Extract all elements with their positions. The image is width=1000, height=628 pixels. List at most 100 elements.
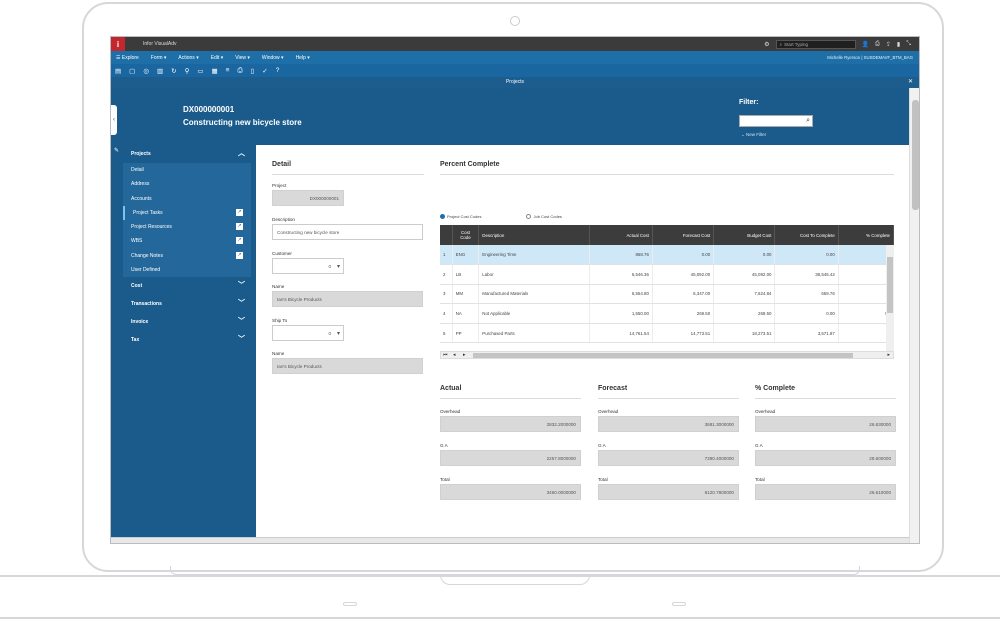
actual-cost-cell[interactable]: 1,550.00 (589, 303, 653, 324)
pct-total-field[interactable]: 26.610000 (755, 484, 896, 500)
forecast-cost-cell[interactable]: 269.50 (652, 303, 715, 324)
cost-to-complete-cell[interactable]: 0.00 (774, 245, 839, 266)
ship-to-select[interactable]: 0 ▾ (272, 325, 344, 341)
forecast-overhead-field[interactable]: 3681.3000000 (598, 416, 739, 432)
actual-cost-cell[interactable]: 14,761.54 (589, 323, 653, 344)
pct-ga-field[interactable]: 28.600000 (755, 450, 896, 466)
radio-project-cost-codes[interactable]: Project Cost Codes (440, 214, 481, 220)
percent-complete-cell[interactable]: 1 (838, 245, 895, 266)
description-cell[interactable]: Manufactured Materials (478, 284, 590, 305)
budget-cost-cell[interactable]: 18,273.51 (713, 323, 776, 344)
sidebar-item-detail[interactable]: Detail (123, 163, 251, 177)
description-field[interactable]: Constructing new bicycle store (272, 224, 423, 240)
menu-edit[interactable]: Edit ▾ (210, 54, 224, 61)
menu-view[interactable]: View ▾ (235, 54, 250, 61)
check-icon[interactable]: ✓ (262, 67, 268, 75)
actual-cost-cell[interactable]: 6,546.36 (589, 264, 653, 285)
filter-input[interactable]: ⌕ (739, 115, 813, 127)
actual-overhead-field[interactable]: 2832.2000000 (440, 416, 581, 432)
actual-cost-cell[interactable]: 868.76 (589, 245, 653, 266)
document-icon[interactable]: ▭ (197, 67, 204, 75)
new-document-icon[interactable]: ▢ (129, 67, 136, 75)
scroll-end-icon[interactable]: ▸ (887, 352, 890, 358)
table-row[interactable]: 1 ENG Engineering Time 868.76 0.00 0.00 … (440, 245, 895, 266)
customer-name-field[interactable]: Ian's Bicycle Products (272, 291, 423, 307)
share-icon[interactable]: ⇪ (885, 41, 891, 48)
collapse-sidebar-icon[interactable]: ‹ (111, 105, 117, 135)
search-icon[interactable]: ⌕ (806, 117, 810, 124)
description-cell[interactable]: Engineering Time (478, 245, 590, 266)
refresh-icon[interactable]: ↻ (171, 67, 177, 75)
copy-icon[interactable]: ▦ (211, 67, 218, 75)
forecast-cost-cell[interactable]: 14,773.51 (652, 323, 715, 344)
actual-cost-cell[interactable]: 6,554.80 (589, 284, 653, 305)
bookmark-icon[interactable]: ▮ (896, 41, 901, 48)
description-cell[interactable]: Not Applicable (478, 303, 590, 324)
cost-to-complete-cell[interactable]: 3,571.97 (774, 323, 839, 344)
scroll-thumb[interactable] (473, 353, 853, 358)
forecast-total-field[interactable]: 8120.7800000 (598, 484, 739, 500)
scroll-thumb[interactable] (912, 100, 919, 210)
external-link-icon[interactable]: ↗ (236, 237, 243, 245)
attach-icon[interactable]: ▯ (250, 67, 255, 75)
pin-icon[interactable]: ✎ (114, 148, 120, 154)
menu-form[interactable]: Form ▾ (150, 54, 167, 61)
forecast-cost-cell[interactable]: 45,092.00 (652, 264, 715, 285)
forecast-ga-field[interactable]: 7390.4000000 (598, 450, 739, 466)
budget-cost-cell[interactable]: 269.50 (713, 303, 776, 324)
cost-to-complete-cell[interactable]: 0.00 (774, 303, 839, 324)
cost-to-complete-cell[interactable]: 38,546.42 (774, 264, 839, 285)
sidebar-item-project-resources[interactable]: Project Resources ↗ (123, 220, 251, 234)
cost-code-cell[interactable]: NA (452, 303, 480, 324)
sidebar-item-accounts[interactable]: Accounts (123, 192, 251, 206)
description-cell[interactable]: Labor (478, 264, 590, 285)
column-header[interactable]: Forecast Cost (652, 225, 715, 245)
budget-cost-cell[interactable]: 45,092.00 (713, 264, 776, 285)
external-link-icon[interactable]: ↗ (236, 223, 243, 231)
radio-job-cost-codes[interactable]: Job Cost Codes (526, 214, 562, 220)
sidebar-item-user-defined[interactable]: User Defined (123, 263, 251, 277)
budget-cost-cell[interactable]: 7,624.84 (713, 284, 776, 305)
globe-icon[interactable]: ◎ (143, 67, 149, 75)
help-icon[interactable]: ? (275, 67, 280, 74)
external-link-icon[interactable]: ↗ (236, 251, 243, 259)
scroll-right-icon[interactable]: ▸ (463, 352, 466, 358)
pct-overhead-field[interactable]: 26.630000 (755, 416, 896, 432)
column-header[interactable]: Actual Cost (589, 225, 653, 245)
scroll-left-icon[interactable]: ◂ (453, 352, 456, 358)
menu-explore[interactable]: ☰ Explore (116, 54, 139, 61)
settings-icon[interactable]: ⚙ (764, 41, 770, 48)
sidebar-item-change-notes[interactable]: Change Notes ↗ (123, 249, 251, 263)
ship-to-name-field[interactable]: Ian's Bicycle Products (272, 358, 423, 374)
table-row[interactable]: 4 NA Not Applicable 1,550.00 269.50 269.… (440, 303, 895, 324)
actual-total-field[interactable]: 3460.0000000 (440, 484, 581, 500)
sidebar-group-tax[interactable]: Tax ﹀ (111, 331, 256, 349)
table-horizontal-scrollbar[interactable]: ⏮ ◂ ▸ ▸ (440, 351, 894, 359)
close-icon[interactable]: ✕ (907, 79, 913, 85)
print-icon[interactable]: ⎙ (237, 66, 243, 74)
filter-icon[interactable]: ⚲ (184, 67, 190, 75)
sidebar-item-project-tasks[interactable]: Project Tasks ↗ (123, 205, 251, 221)
forecast-cost-cell[interactable]: 0.00 (652, 245, 715, 266)
forecast-cost-cell[interactable]: 6,347.00 (652, 284, 715, 305)
page-vertical-scrollbar[interactable] (909, 88, 919, 543)
column-header[interactable]: Cost To Complete (774, 225, 839, 245)
table-row[interactable]: 3 MM Manufactured Materials 6,554.80 6,3… (440, 284, 895, 305)
user-icon[interactable]: 👤 (861, 41, 870, 48)
list-icon[interactable]: ≡ (225, 67, 230, 74)
scroll-thumb[interactable] (887, 257, 893, 313)
actual-ga-field[interactable]: 2257.8000000 (440, 450, 581, 466)
table-vertical-scrollbar[interactable] (886, 245, 894, 351)
column-header[interactable]: Description (478, 225, 590, 245)
search-input[interactable]: ⌕ Start Typing (775, 39, 856, 49)
cost-to-complete-cell[interactable]: 669.76 (774, 284, 839, 305)
table-row[interactable]: 2 LB Labor 6,546.36 45,092.00 45,092.00 … (440, 264, 895, 285)
column-header[interactable]: Budget Cost (713, 225, 776, 245)
collapse-icon[interactable]: ⤡ (906, 40, 911, 47)
sidebar-group-cost[interactable]: Cost ﹀ (111, 277, 256, 295)
cost-code-cell[interactable]: PP (452, 323, 480, 344)
scroll-first-icon[interactable]: ⏮ (443, 352, 448, 358)
sidebar-group-transactions[interactable]: Transactions ﹀ (111, 295, 256, 313)
description-cell[interactable]: Purchased Parts (478, 323, 590, 344)
project-field[interactable]: DX000000001 (272, 190, 344, 206)
